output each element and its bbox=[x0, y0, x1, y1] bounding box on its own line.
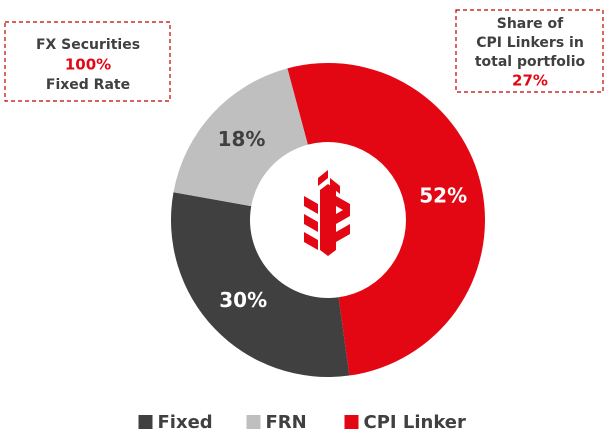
data-label: 52% bbox=[419, 183, 467, 207]
legend-swatch bbox=[344, 415, 359, 429]
legend: Fixed FRN CPI Linker bbox=[138, 412, 467, 432]
legend-label: Fixed bbox=[158, 412, 213, 432]
logo bbox=[304, 170, 350, 256]
annotation-text: Fixed Rate bbox=[46, 77, 130, 93]
data-label: 18% bbox=[218, 127, 266, 151]
legend-swatch bbox=[246, 415, 261, 429]
donut-segment bbox=[173, 68, 308, 207]
donut-segment bbox=[287, 63, 485, 376]
annotation-text: 100% bbox=[65, 56, 111, 74]
annotation-text: Share of bbox=[497, 16, 564, 32]
donut-segment bbox=[171, 192, 350, 377]
legend-label: FRN bbox=[266, 412, 307, 432]
legend-label: CPI Linker bbox=[364, 412, 467, 432]
donut: 52% 30% 18% bbox=[171, 63, 485, 377]
annotation-text: FX Securities bbox=[36, 37, 140, 53]
data-label: 30% bbox=[219, 288, 267, 312]
legend-swatch bbox=[138, 415, 153, 429]
annotation-text: CPI Linkers in bbox=[476, 35, 584, 51]
annotation-text: total portfolio bbox=[475, 54, 586, 70]
annotation-box bbox=[4, 21, 171, 102]
annotation-box bbox=[455, 9, 604, 93]
annotation-text: 27% bbox=[512, 72, 548, 90]
